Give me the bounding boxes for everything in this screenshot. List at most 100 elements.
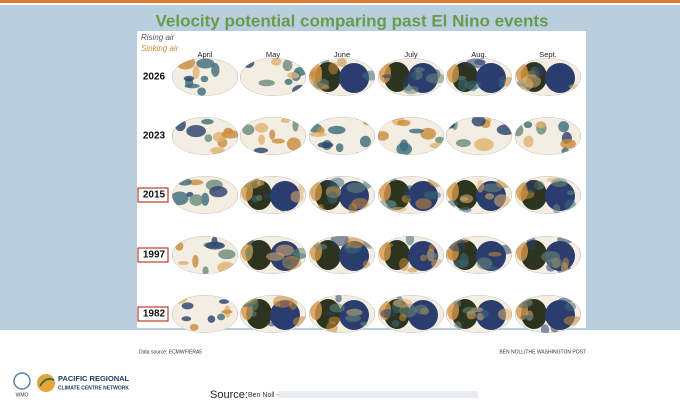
blob [335,295,342,303]
blob [196,58,215,69]
rising-blob [339,63,369,93]
blob [283,260,293,266]
map [240,117,306,155]
blob [253,147,269,154]
blob [562,257,570,268]
blob [518,77,534,91]
blob [204,134,213,143]
blob [292,247,306,258]
blob [407,267,418,273]
blob [425,252,439,259]
blob [414,304,428,315]
blob [328,125,346,135]
map [515,117,581,155]
map [378,117,444,155]
blob [321,85,330,90]
blob [282,59,293,72]
blob [540,324,550,333]
year-label: 2015 [143,190,166,201]
blob [328,62,339,75]
map [378,236,444,274]
blob [381,74,394,79]
prccn-emblem [37,374,55,392]
blob [460,196,469,201]
blob [498,308,512,321]
blob [564,302,576,312]
rising-blob [476,300,506,330]
blob [248,297,259,311]
blob [221,309,233,314]
blob [247,310,257,317]
blob [476,179,484,193]
blob [271,58,282,66]
map [446,176,512,214]
blob [181,316,192,322]
map [172,117,238,155]
blob [468,83,477,92]
blob [408,67,417,81]
blob [481,309,489,319]
highlight-box [137,187,169,203]
blob [217,313,225,321]
blob [267,321,277,327]
blob [254,122,269,133]
blob [457,78,469,92]
blob [474,59,486,66]
month-label: April [197,50,212,59]
blob [256,180,265,186]
blurred-url [278,391,478,398]
blob [523,135,534,148]
blob [425,73,444,84]
blob [535,121,547,129]
blob [382,242,394,248]
blob [177,260,189,266]
legend-rising: Rising air [141,33,175,42]
map [446,295,512,333]
blob [273,295,293,308]
map [446,58,512,96]
map [446,236,512,274]
blob [218,249,236,260]
map [378,295,444,333]
blob [486,316,496,330]
map [309,295,375,333]
blob [362,70,375,81]
blob [189,194,204,206]
blob [350,253,360,266]
rising-blob [270,181,300,211]
blob [327,191,339,204]
blob [399,257,409,271]
month-label: July [404,50,418,59]
blob [558,121,570,133]
source-author: Ben Noll - [248,392,279,399]
blob [409,128,424,134]
wmo-emblem [13,372,31,390]
map [378,176,444,214]
rising-blob [476,63,506,93]
blob [211,63,220,77]
blob [359,321,368,326]
map [309,58,375,96]
blob [348,202,357,214]
blob [286,137,301,151]
blob [466,310,477,320]
blob [399,313,407,322]
map [172,236,238,274]
blob [172,191,189,206]
legend-sinking: Sinking air [141,44,179,53]
credit: BEN NOLL/THE WASHINGTON POST [499,349,586,355]
blob [187,179,204,186]
title: Velocity potential comparing past El Nin… [156,11,549,30]
blob [541,251,561,263]
blob [399,139,409,152]
blob [292,316,306,328]
blob [330,177,345,188]
blob [336,58,347,68]
highlight-box [137,247,169,263]
prccn-line1: PACIFIC REGIONAL [58,374,130,383]
blob [256,194,263,202]
blob [200,75,209,83]
map [446,117,512,155]
wmo-label: WMO [16,392,29,398]
